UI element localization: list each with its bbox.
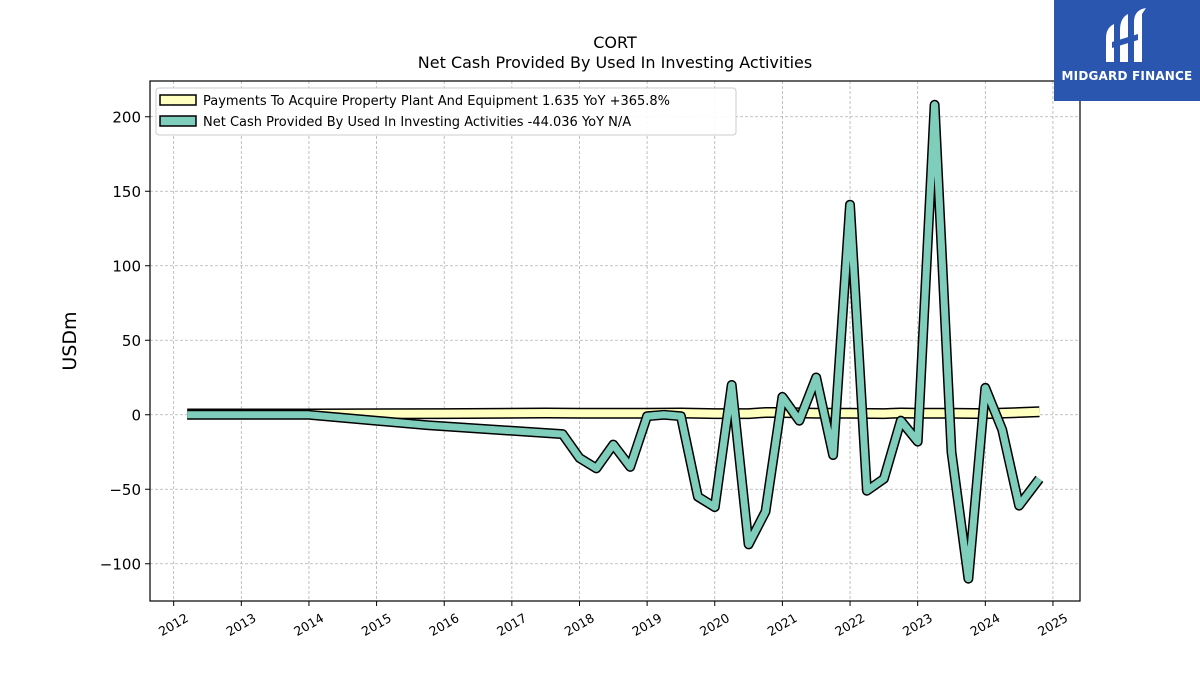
x-tick-label: 2017 xyxy=(494,610,529,639)
chart-subtitle: Net Cash Provided By Used In Investing A… xyxy=(418,53,812,72)
legend-label: Payments To Acquire Property Plant And E… xyxy=(203,94,670,109)
legend-swatch xyxy=(159,115,197,127)
y-tick-label: 50 xyxy=(122,332,141,350)
legend: Payments To Acquire Property Plant And E… xyxy=(155,87,737,136)
x-tick-label: 2022 xyxy=(832,610,867,639)
legend-swatch xyxy=(159,94,197,106)
x-tick-label: 2024 xyxy=(968,610,1003,639)
legend-box xyxy=(155,87,737,136)
x-tick-label: 2016 xyxy=(426,610,461,639)
y-tick-label: −50 xyxy=(109,481,141,499)
x-tick-label: 2023 xyxy=(900,610,935,639)
y-tick-label: 100 xyxy=(112,257,141,275)
series-line xyxy=(187,101,1043,583)
legend-label: Net Cash Provided By Used In Investing A… xyxy=(203,115,631,130)
plot-area: 2012 2013 2014 2015 2016 2017 2018 2019 2020 2021… xyxy=(100,80,1081,639)
y-tick-label: 0 xyxy=(131,406,141,424)
x-tick-label: 2021 xyxy=(765,610,800,639)
y-tick-label: −100 xyxy=(100,555,141,573)
x-tick-label: 2015 xyxy=(359,610,394,639)
x-tick-label: 2018 xyxy=(562,610,597,639)
brand-name: MIDGARD FINANCE xyxy=(1061,69,1193,83)
plot-frame xyxy=(149,80,1081,602)
y-axis-label: USDm xyxy=(59,311,81,370)
x-tick-label: 2014 xyxy=(291,610,326,639)
x-tick-label: 2012 xyxy=(156,610,191,639)
brand-logo-icon xyxy=(1106,8,1146,62)
x-tick-label: 2019 xyxy=(629,610,664,639)
brand-logo: MIDGARD FINANCE xyxy=(1054,0,1200,101)
series-outline xyxy=(187,99,1044,584)
x-tick-label: 2020 xyxy=(697,610,732,639)
y-tick-label: 150 xyxy=(112,183,141,201)
x-tick-label: 2025 xyxy=(1035,610,1070,639)
y-tick-label: 200 xyxy=(112,108,141,126)
x-tick-label: 2013 xyxy=(224,610,259,639)
chart-title: CORT xyxy=(593,33,637,52)
